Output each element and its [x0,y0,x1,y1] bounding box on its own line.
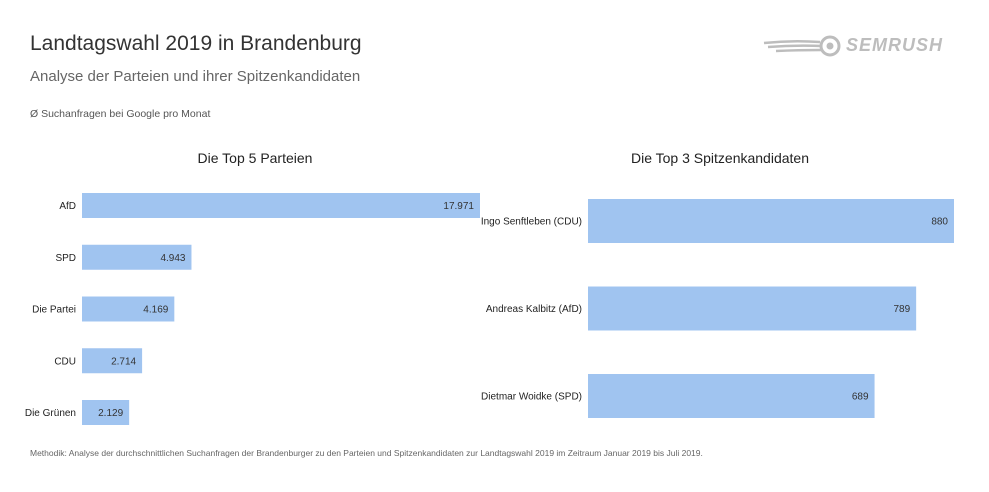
value-label: 4.169 [143,305,168,316]
semrush-fireball-icon [763,35,841,57]
category-label: CDU [54,356,76,367]
value-label: 2.714 [111,356,136,367]
value-label: 2.129 [98,408,123,419]
chart-title-parteien: Die Top 5 Parteien [197,150,313,166]
category-label: SPD [55,253,76,264]
value-label: 17.971 [443,201,474,212]
bar-1-2 [588,374,875,418]
logo-text: SEMRUSH [846,35,944,55]
chart-title-kandidaten: Die Top 3 Spitzenkandidaten [631,150,809,166]
value-label: 880 [931,217,948,228]
category-label: Andreas Kalbitz (AfD) [486,304,582,315]
bar-1-0 [588,199,954,243]
measure-note: Ø Suchanfragen bei Google pro Monat [30,108,211,120]
bar-0-2 [82,296,175,322]
bar-0-0 [82,193,480,218]
methodology-footer: Methodik: Analyse der durchschnittlichen… [30,448,703,458]
bar-0-3 [82,348,143,374]
semrush-logo: SEMRUSH [762,34,958,58]
category-label: Die Grünen [25,408,76,419]
category-label: Die Partei [32,305,76,316]
value-label: 689 [852,392,869,403]
bar-0-1 [82,244,192,270]
value-label: 789 [893,304,910,315]
page-subtitle: Analyse der Parteien und ihrer Spitzenka… [30,68,361,85]
page-title: Landtagswahl 2019 in Brandenburg [30,32,362,55]
category-label: AfD [59,201,76,212]
bar-1-1 [588,286,917,331]
category-label: Dietmar Woidke (SPD) [481,392,582,403]
value-label: 4.943 [160,253,185,264]
category-label: Ingo Senftleben (CDU) [481,217,582,228]
bar-0-4 [82,400,130,425]
